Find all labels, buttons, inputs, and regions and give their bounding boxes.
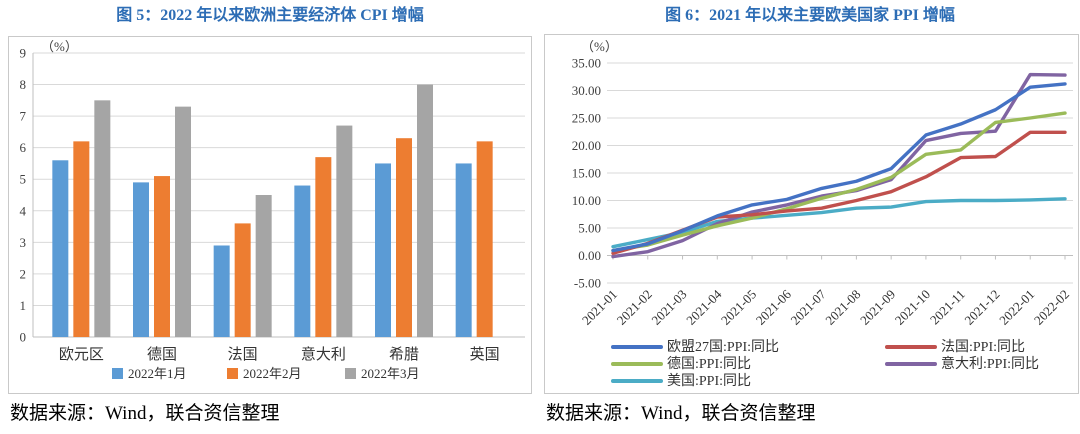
cpi-bar-chart-canvas: 0 1 2 3 4 5 6 7 8 9 （%） 欧元区 德国 法国 意大利 希腊 英国 2022年1月 2022年2… xyxy=(20,39,525,381)
category-label: 法国 xyxy=(228,346,258,363)
series-line-德国:PPI:同比 xyxy=(611,111,1067,253)
cpi-bar-chart: 0 1 2 3 4 5 6 7 8 9 （%） 欧元区 德国 法国 意大利 希腊 英国 2022年1月 2022年2… xyxy=(8,36,532,394)
figure6-title: 图 6：2021 年以来主要欧美国家 PPI 增幅 xyxy=(665,7,955,24)
category-label: 德国 xyxy=(147,345,177,363)
y-tick-label: 5 xyxy=(20,172,27,187)
x-tick-label: 2022-02 xyxy=(1031,287,1072,328)
y-tick-label: 20.00 xyxy=(572,138,601,153)
unit-label: （%） xyxy=(581,39,618,54)
legend-label: 法国:PPI:同比 xyxy=(941,339,1025,355)
bar-意大利-2022年2月 xyxy=(315,157,332,337)
bar-欧元区-2022年2月 xyxy=(73,141,90,337)
x-tick-label: 2021-12 xyxy=(961,287,1002,328)
legend-label: 2022年2月 xyxy=(243,366,302,381)
y-tick-label: 30.00 xyxy=(572,83,601,98)
legend-item: 2022年3月 xyxy=(345,366,420,381)
x-tick-label: 2021-03 xyxy=(648,287,689,328)
source-note-right: 数据来源：Wind，联合资信整理 xyxy=(546,403,816,424)
y-tick-label: 8 xyxy=(20,77,27,92)
bar-德国-2022年3月 xyxy=(175,106,191,338)
bar-法国-2022年2月 xyxy=(234,223,251,337)
y-tick-label: 9 xyxy=(20,46,27,61)
y-tick-label: 6 xyxy=(20,140,27,155)
legend-label: 意大利:PPI:同比 xyxy=(941,355,1039,372)
ppi-line-chart-canvas: （%） -5.00 0.00 5.00 10.00 15.00 20.00 25.00 30.0… xyxy=(572,39,1073,389)
y-tick-label: 35.00 xyxy=(572,56,601,71)
bar-法国-2022年3月 xyxy=(255,195,272,337)
legend-label: 德国:PPI:同比 xyxy=(667,356,751,372)
bar-法国-2022年1月 xyxy=(213,245,230,337)
y-tick-label: 0.00 xyxy=(578,248,601,263)
y-tick-label: 25.00 xyxy=(572,111,601,126)
y-tick-label: 3 xyxy=(20,235,27,250)
x-tick-label: 2021-04 xyxy=(683,286,725,328)
y-tick-label: 0 xyxy=(20,330,27,345)
y-tick-label: 4 xyxy=(20,203,27,218)
legend-swatch xyxy=(345,368,356,379)
y-tick-label: 2 xyxy=(20,266,27,281)
ppi-line-chart: （%） -5.00 0.00 5.00 10.00 15.00 20.00 25.00 30.0… xyxy=(544,34,1079,394)
series-line-欧盟27国:PPI:同比 xyxy=(611,82,1067,253)
legend-swatch xyxy=(227,368,238,379)
legend-item: 美国:PPI:同比 xyxy=(611,373,751,389)
y-tick-label: 10.00 xyxy=(572,193,601,208)
x-tick-label: 2021-05 xyxy=(718,287,759,328)
bar-德国-2022年2月 xyxy=(154,176,170,337)
x-tick-label: 2021-06 xyxy=(753,286,795,328)
y-tick-label: 1 xyxy=(20,298,27,313)
legend-item: 意大利:PPI:同比 xyxy=(885,355,1039,372)
legend-item: 德国:PPI:同比 xyxy=(611,356,751,372)
category-label: 欧元区 xyxy=(59,346,104,363)
bar-德国-2022年1月 xyxy=(133,182,149,337)
y-tick-label: 15.00 xyxy=(572,166,601,181)
legend-item: 欧盟27国:PPI:同比 xyxy=(611,339,779,355)
unit-label: （%） xyxy=(41,39,78,54)
bar-欧元区-2022年3月 xyxy=(94,100,111,337)
bar-意大利-2022年3月 xyxy=(336,125,353,337)
legend-label: 2022年3月 xyxy=(361,366,420,381)
bar-希腊-2022年3月 xyxy=(417,84,433,337)
bar-英国-2022年2月 xyxy=(476,141,493,337)
legend-label: 欧盟27国:PPI:同比 xyxy=(667,339,779,355)
series-line-美国:PPI:同比 xyxy=(611,197,1067,249)
legend-item: 2022年2月 xyxy=(227,366,302,381)
x-tick-label: 2021-11 xyxy=(927,287,968,328)
bar-希腊-2022年2月 xyxy=(396,138,412,337)
source-note-left: 数据来源：Wind，联合资信整理 xyxy=(10,403,280,424)
bar-欧元区-2022年1月 xyxy=(52,160,69,337)
legend-label: 美国:PPI:同比 xyxy=(667,373,751,389)
legend-label: 2022年1月 xyxy=(128,366,187,381)
category-label: 意大利 xyxy=(301,345,346,363)
y-tick-label: 5.00 xyxy=(578,221,601,236)
category-label: 希腊 xyxy=(389,346,419,363)
x-tick-label: 2021-07 xyxy=(787,286,829,328)
bar-意大利-2022年1月 xyxy=(294,185,311,337)
x-tick-label: 2021-09 xyxy=(857,287,898,328)
legend-item: 2022年1月 xyxy=(112,366,187,381)
x-tick-label: 2021-10 xyxy=(892,287,933,328)
x-tick-label: 2021-02 xyxy=(614,287,655,328)
x-tick-label: 2021-08 xyxy=(822,287,863,328)
category-label: 英国 xyxy=(470,345,500,363)
legend-swatch xyxy=(112,368,123,379)
x-tick-label: 2022-01 xyxy=(996,287,1037,328)
y-tick-label: -5.00 xyxy=(574,276,601,291)
bar-希腊-2022年1月 xyxy=(375,163,391,337)
x-tick-label: 2021-01 xyxy=(579,287,620,328)
legend-item: 法国:PPI:同比 xyxy=(885,339,1025,355)
y-tick-label: 7 xyxy=(20,109,27,124)
bar-英国-2022年1月 xyxy=(455,163,472,337)
figure5-title: 图 5：2022 年以来欧洲主要经济体 CPI 增幅 xyxy=(116,7,424,24)
